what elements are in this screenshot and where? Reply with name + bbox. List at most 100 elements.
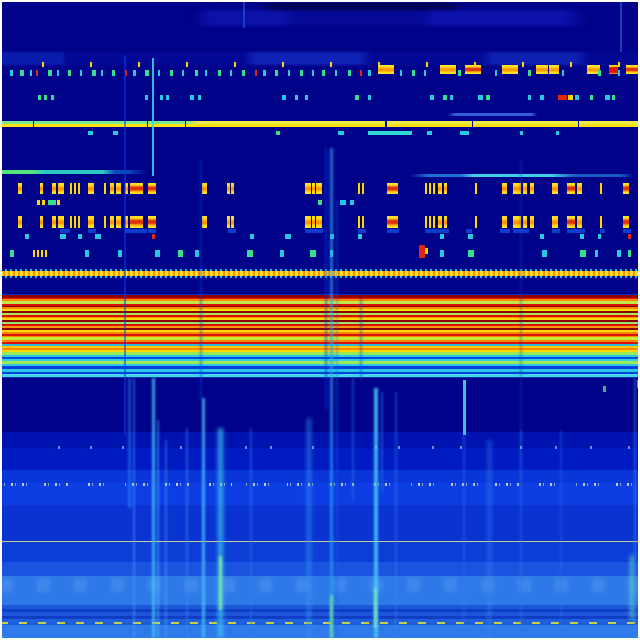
heat-stripe [0, 332, 640, 334]
heat-stripe [0, 328, 640, 330]
busy-row-dash [368, 70, 371, 76]
low-row-dash [468, 250, 474, 257]
tick-row-dash [618, 62, 620, 67]
signal-row-1-dash [433, 183, 435, 194]
small-row-dash [468, 234, 473, 239]
vertical-streak [463, 380, 466, 435]
signal-row-2-dash [567, 216, 575, 228]
cyan-line-right [0, 174, 640, 177]
signal-row-2-dash [438, 216, 442, 228]
vertical-streak [374, 388, 378, 638]
lower-stripe [0, 609, 640, 612]
shadow-row-dash [88, 229, 96, 233]
heat-stripe [0, 309, 640, 311]
dashed-yellow-line [0, 622, 640, 624]
shadow-row-dash [387, 229, 399, 233]
signal-row-1-dash [74, 183, 76, 194]
vertical-streak [325, 148, 327, 410]
busy-row-dash [598, 70, 601, 76]
heat-stripe [0, 352, 640, 355]
signal-row-1-dash [70, 183, 72, 194]
signal-row-2-dash [600, 216, 602, 228]
lower-band [0, 542, 640, 562]
dot-row-dash [160, 95, 163, 100]
vertical-streak [330, 148, 333, 638]
signal-row-1-dash [523, 183, 527, 194]
block-row-dash [465, 65, 481, 74]
shadow-row-dash [228, 229, 236, 233]
heat-stripe [0, 326, 640, 328]
busy-row-dash [528, 70, 531, 76]
signal-row-2-dash [552, 216, 558, 228]
busy-row-dash [360, 70, 362, 76]
small-row-dash [250, 234, 254, 239]
tick-row-dash [426, 62, 428, 67]
mid-row-dash [37, 200, 40, 205]
vertical-streak [243, 2, 245, 28]
shadow-row-dash [305, 229, 323, 233]
dotted-row-gaps [0, 483, 640, 487]
tick-row-dash [138, 62, 140, 67]
low-row-dash [247, 250, 253, 257]
signal-row-2-dash [88, 216, 94, 228]
vertical-streak [520, 430, 522, 638]
low-row-dash [440, 250, 444, 257]
small-row-dash [358, 234, 362, 239]
signal-row-2-dash [70, 216, 72, 228]
heat-stripe [0, 322, 640, 324]
busy-row-dash [205, 70, 207, 76]
dot-row-dash [44, 95, 47, 100]
signal-row-1-dash [227, 183, 230, 194]
dot-row-dash [605, 95, 610, 100]
signal-row-1-dash [623, 183, 629, 194]
signal-row-1-dash [316, 183, 322, 194]
lower-band [0, 448, 640, 470]
signal-row-1-dash [110, 183, 114, 194]
signal-row-2-dash [312, 216, 315, 228]
under-line-row-dash [427, 131, 432, 135]
signal-row-2-dash [513, 216, 521, 228]
low-row-dash [542, 250, 547, 257]
border-left [0, 0, 2, 640]
signal-row-2-dash [577, 216, 582, 228]
lower-band [0, 483, 640, 505]
under-line-row-dash [460, 131, 469, 135]
small-row-dash [152, 234, 155, 239]
vertical-streak [165, 440, 167, 638]
vertical-streak [620, 2, 622, 52]
dotted-cyan-line [0, 269, 640, 271]
heat-stripe [0, 306, 640, 307]
signal-row-2-dash [40, 216, 43, 228]
signal-row-1-dash [88, 183, 94, 194]
low-row-dash [45, 250, 47, 257]
signal-dot [425, 248, 428, 254]
signal-row-1-dash [502, 183, 507, 194]
mid-row-dash [318, 200, 322, 205]
heat-stripe [0, 366, 640, 369]
signal-row-1-dash [116, 183, 121, 194]
signal-row-2-dash [502, 216, 507, 228]
tick-row-dash [522, 62, 524, 67]
signal-row-2-dash [125, 216, 128, 228]
heat-stripe [0, 313, 640, 315]
signal-row-1-dash [305, 183, 311, 194]
signal-row-1-dash [530, 183, 534, 194]
heat-stripe [0, 346, 640, 348]
shadow-row-dash [358, 229, 366, 233]
heat-stripe [0, 359, 640, 361]
small-row-dash [540, 234, 544, 239]
tick-row-dash [474, 62, 476, 67]
heat-stripe [0, 374, 640, 377]
signal-row-1-dash [362, 183, 364, 194]
shadow-row-dash [148, 229, 156, 233]
dot-row-dash [198, 95, 201, 100]
signal-row-2-dash [444, 216, 447, 228]
busy-row-dash [400, 70, 402, 76]
signal-row-1-dash [130, 183, 143, 194]
low-row-dash [37, 250, 39, 257]
small-row-dash [580, 234, 584, 239]
tick-row-dash [90, 62, 92, 67]
busy-row-dash [125, 70, 127, 76]
busy-row-dash [412, 70, 415, 76]
